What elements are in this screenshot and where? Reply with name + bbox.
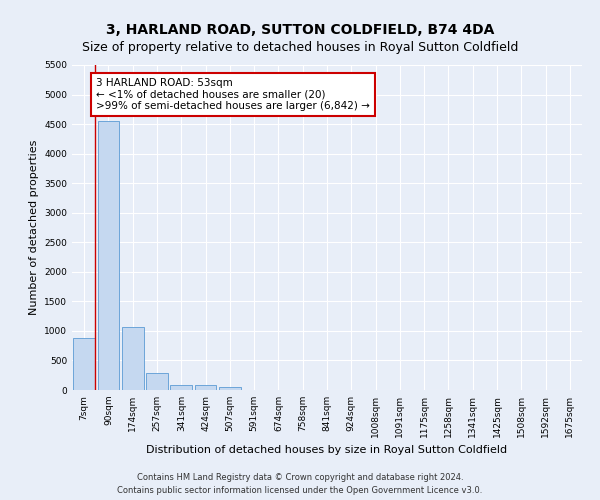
Text: 3, HARLAND ROAD, SUTTON COLDFIELD, B74 4DA: 3, HARLAND ROAD, SUTTON COLDFIELD, B74 4… [106,22,494,36]
Bar [97,120,119,390]
Text: Contains HM Land Registry data © Crown copyright and database right 2024.
Contai: Contains HM Land Registry data © Crown c… [118,474,482,495]
Text: 3 HARLAND ROAD: 53sqm
← <1% of detached houses are smaller (20)
>99% of semi-det: 3 HARLAND ROAD: 53sqm ← <1% of detached … [96,78,370,111]
Bar [194,386,217,390]
Bar [146,373,168,390]
Bar [122,328,143,390]
Bar [219,387,241,390]
Bar [73,338,95,390]
Bar [170,386,192,390]
Text: Size of property relative to detached houses in Royal Sutton Coldfield: Size of property relative to detached ho… [82,41,518,54]
Y-axis label: Number of detached properties: Number of detached properties [29,140,38,315]
X-axis label: Distribution of detached houses by size in Royal Sutton Coldfield: Distribution of detached houses by size … [146,446,508,456]
